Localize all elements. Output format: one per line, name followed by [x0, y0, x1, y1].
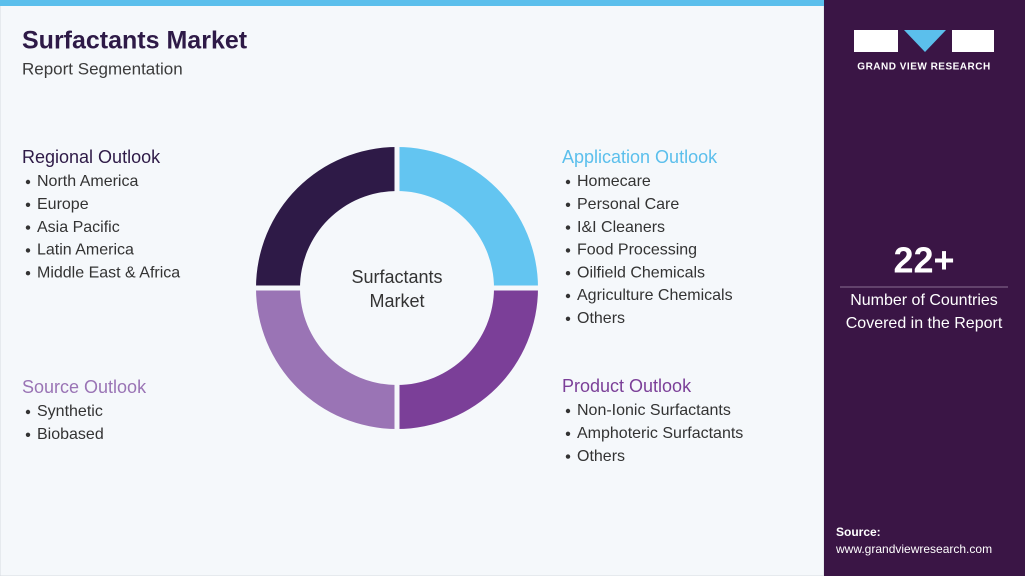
segment-item: Amphoteric Surfactants	[577, 425, 743, 442]
segment-item: Biobased	[37, 426, 104, 443]
segment-item: Oilfield Chemicals	[577, 264, 705, 281]
source-label: Source:	[836, 525, 881, 539]
bullet	[25, 409, 31, 415]
segment-title: Regional Outlook	[22, 147, 161, 167]
top-bar	[0, 0, 824, 6]
stat: 22+	[893, 240, 954, 281]
bullet	[565, 179, 571, 185]
segment-title: Application Outlook	[562, 147, 718, 167]
bullet	[25, 225, 31, 230]
segment-item: Agriculture Chemicals	[577, 287, 733, 304]
bullet	[565, 271, 571, 276]
segment-item: Others	[577, 448, 625, 465]
source-url: www.grandviewresearch.com	[835, 542, 992, 556]
bullet	[565, 431, 571, 436]
segment-item: Non-Ionic Surfactants	[577, 402, 731, 419]
donut-segment	[256, 288, 397, 429]
logo-block	[904, 30, 946, 52]
bullet	[565, 225, 571, 230]
segment-item: Latin America	[37, 242, 134, 259]
sidebar	[824, 0, 1025, 576]
center-label: Market	[369, 291, 424, 311]
bullet	[25, 202, 31, 207]
segment-item: I&I Cleaners	[577, 219, 665, 236]
logo-block	[854, 30, 898, 52]
center-label: Surfactants	[351, 267, 442, 287]
stat-label: Covered in the Report	[846, 315, 1003, 332]
subtitle: Report Segmentation	[22, 59, 183, 78]
donut	[253, 144, 541, 432]
logo	[854, 30, 994, 52]
bullet	[565, 454, 571, 459]
bullet	[565, 408, 571, 414]
bullet	[565, 316, 571, 321]
segment-item: Personal Care	[577, 196, 679, 213]
segment-item: Others	[577, 310, 625, 327]
donut-segment	[256, 147, 397, 288]
segment-item: Homecare	[577, 173, 651, 190]
segment-title: Source Outlook	[22, 377, 147, 397]
segment-title: Product Outlook	[562, 376, 692, 396]
segment-item: Middle East & Africa	[37, 264, 180, 281]
segment-item: Food Processing	[577, 242, 697, 259]
bullet	[565, 248, 571, 253]
bullet	[25, 432, 31, 437]
segment-item: North America	[37, 173, 138, 190]
donut-segment	[397, 147, 538, 288]
bullet	[25, 179, 31, 185]
title: Surfactants Market	[22, 27, 248, 55]
stat-label: Number of Countries	[850, 292, 998, 309]
bullet	[565, 202, 571, 207]
bullet	[25, 248, 31, 253]
segment-item: Asia Pacific	[37, 219, 120, 236]
donut-segment	[397, 288, 538, 429]
bullet	[25, 271, 31, 276]
segment-item: Synthetic	[37, 403, 103, 420]
bullet	[565, 293, 571, 299]
logo-block	[952, 30, 994, 52]
segment-item: Europe	[37, 196, 89, 213]
brand: GRAND VIEW RESEARCH	[857, 62, 990, 73]
